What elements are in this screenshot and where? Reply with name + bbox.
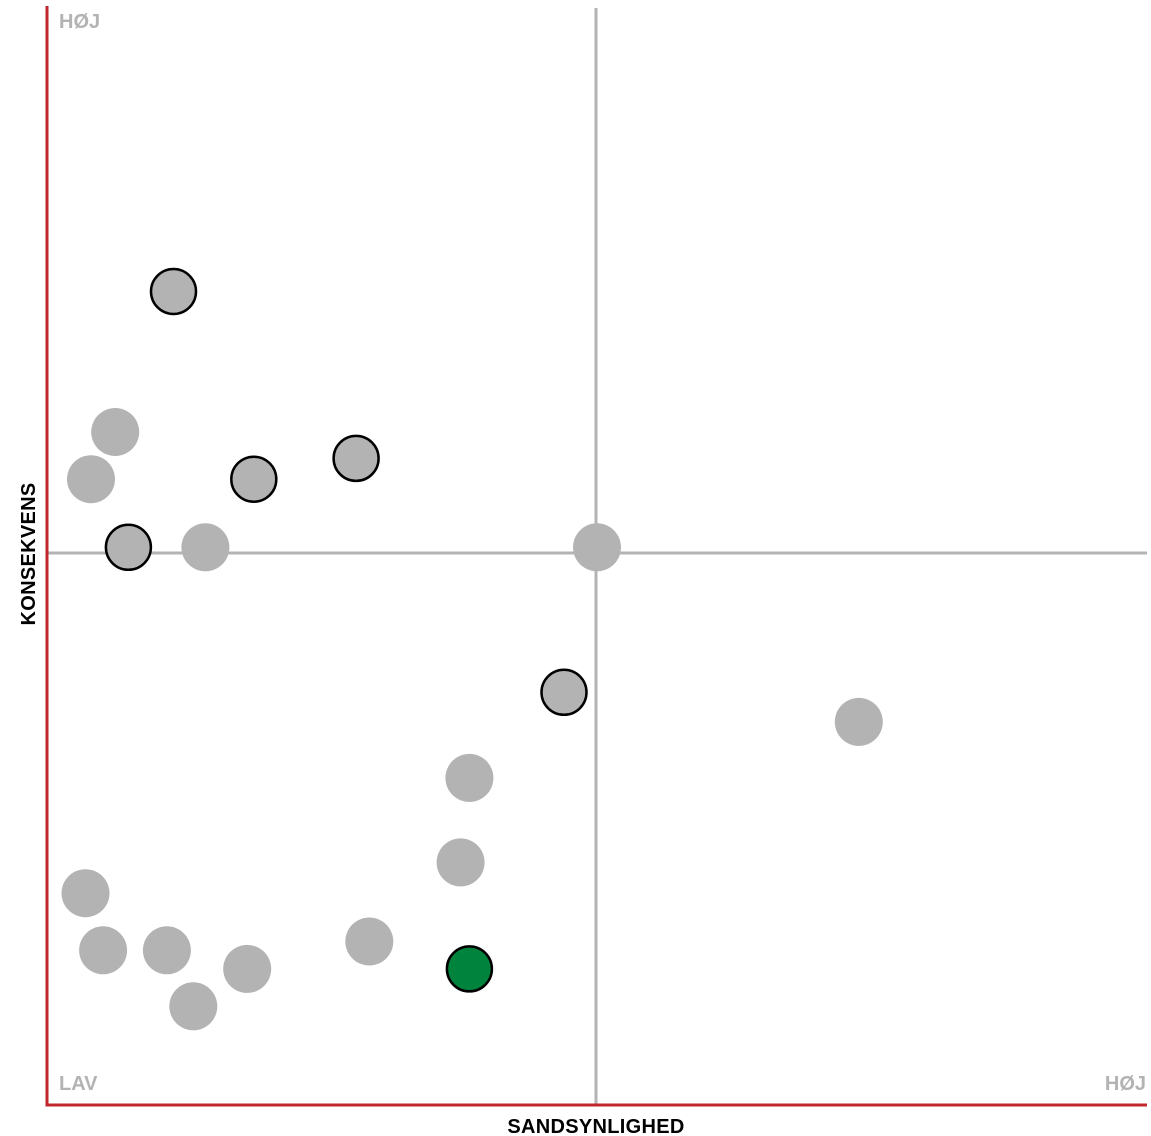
risk-point: [149, 267, 198, 316]
y-axis-title: KONSEKVENS: [18, 482, 40, 625]
risk-point: [61, 869, 110, 918]
risk-point: [142, 926, 191, 975]
risk-point: [834, 697, 883, 746]
data-points: [61, 267, 883, 1031]
y-axis-high-label: HØJ: [59, 11, 100, 33]
risk-point: [436, 838, 485, 887]
risk-point: [104, 523, 153, 572]
risk-point: [573, 523, 621, 572]
risk-point: [181, 523, 230, 572]
risk-point: [91, 408, 140, 456]
risk-point: [332, 434, 380, 483]
highlighted-risk-point: [445, 945, 494, 993]
risk-point: [169, 982, 218, 1031]
risk-point: [67, 455, 115, 504]
x-axis-high-label: HØJ: [1105, 1073, 1146, 1095]
risk-point: [345, 917, 394, 966]
risk-point: [540, 668, 588, 717]
risk-point: [79, 926, 128, 975]
risk-point: [230, 455, 278, 503]
risk-point: [223, 944, 272, 993]
risk-point: [445, 753, 494, 802]
x-axis-title: SANDSYNLIGHED: [507, 1116, 684, 1136]
x-axis-low-label: LAV: [59, 1073, 98, 1095]
